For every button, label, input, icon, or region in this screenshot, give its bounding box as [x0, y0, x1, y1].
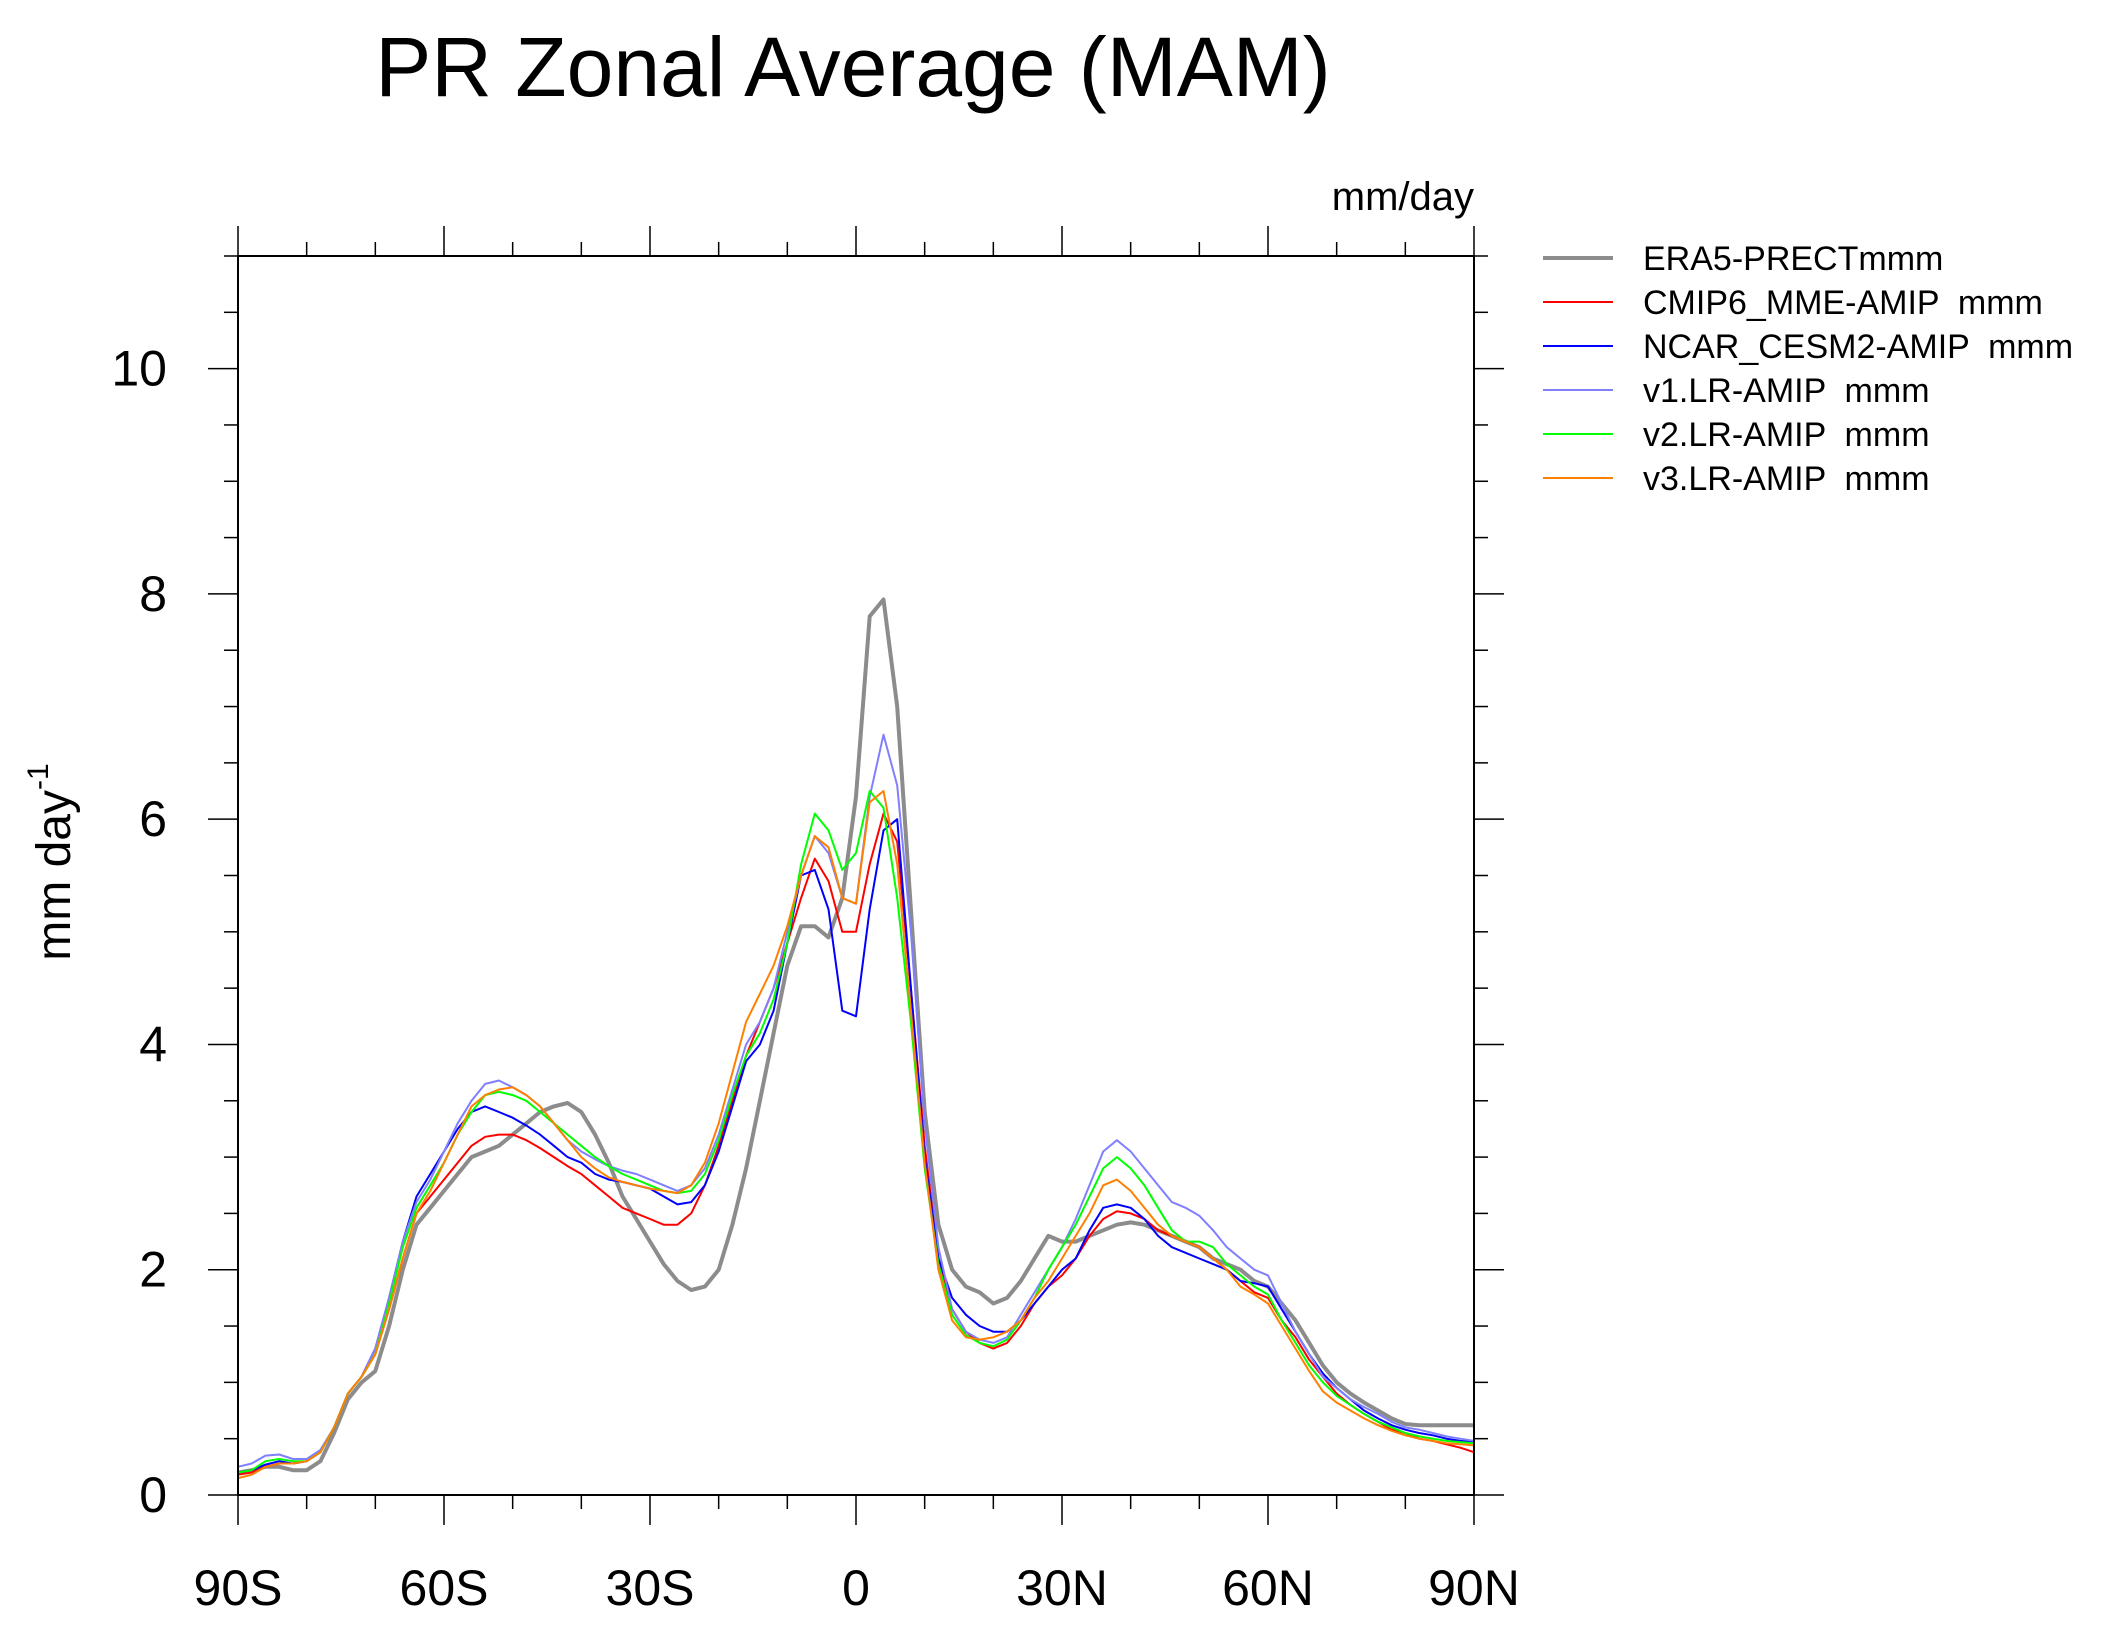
axis-ticks	[208, 226, 1504, 1525]
y-tick-label: 4	[139, 1016, 167, 1072]
y-tick-label: 6	[139, 791, 167, 847]
y-axis-label-superscript: -1	[22, 763, 55, 790]
y-tick-label: 10	[111, 341, 167, 397]
x-tick-label: 60S	[400, 1560, 489, 1616]
x-tick-label: 60N	[1222, 1560, 1314, 1616]
plot-lines	[237, 597, 1475, 1480]
legend-label: CMIP6_MME-AMIP mmm	[1643, 284, 2043, 322]
x-tick-label: 90S	[194, 1560, 283, 1616]
y-tick-label: 0	[139, 1467, 167, 1523]
series-line-3	[237, 818, 1475, 1474]
y-tick-label: 8	[139, 566, 167, 622]
y-tick-label: 2	[139, 1242, 167, 1298]
legend-label: v1.LR-AMIP mmm	[1643, 372, 1930, 410]
y-axis-label-text: mm day	[28, 790, 81, 961]
legend: ERA5-PRECTmmm CMIP6_MME-AMIP mmm NCAR_CESM…	[1543, 240, 2073, 498]
x-tick-label: 0	[842, 1560, 870, 1616]
units-label: mm/day	[1332, 175, 1474, 219]
plot-frame	[237, 255, 1475, 1496]
x-tick-label: 30N	[1016, 1560, 1108, 1616]
y-axis-label: mm day-1	[22, 763, 81, 960]
series-line-5	[237, 790, 1475, 1474]
axis-tick-labels: 90S 60S 30S 0 30N 60N 90N 0 2 4 6 8 10	[111, 341, 1519, 1616]
legend-label: ERA5-PRECTmmm	[1643, 240, 1943, 278]
legend-label: v3.LR-AMIP mmm	[1643, 460, 1930, 498]
x-tick-label: 90N	[1428, 1560, 1520, 1616]
x-tick-label: 30S	[606, 1560, 695, 1616]
series-line-4	[237, 733, 1475, 1468]
legend-label: NCAR_CESM2-AMIP mmm	[1643, 328, 2073, 366]
series-line-6	[237, 790, 1475, 1480]
legend-label: v2.LR-AMIP mmm	[1643, 416, 1930, 454]
series-line-2	[237, 812, 1475, 1476]
series-line-1	[237, 597, 1474, 1475]
chart-title: PR Zonal Average (MAM)	[375, 20, 1330, 114]
